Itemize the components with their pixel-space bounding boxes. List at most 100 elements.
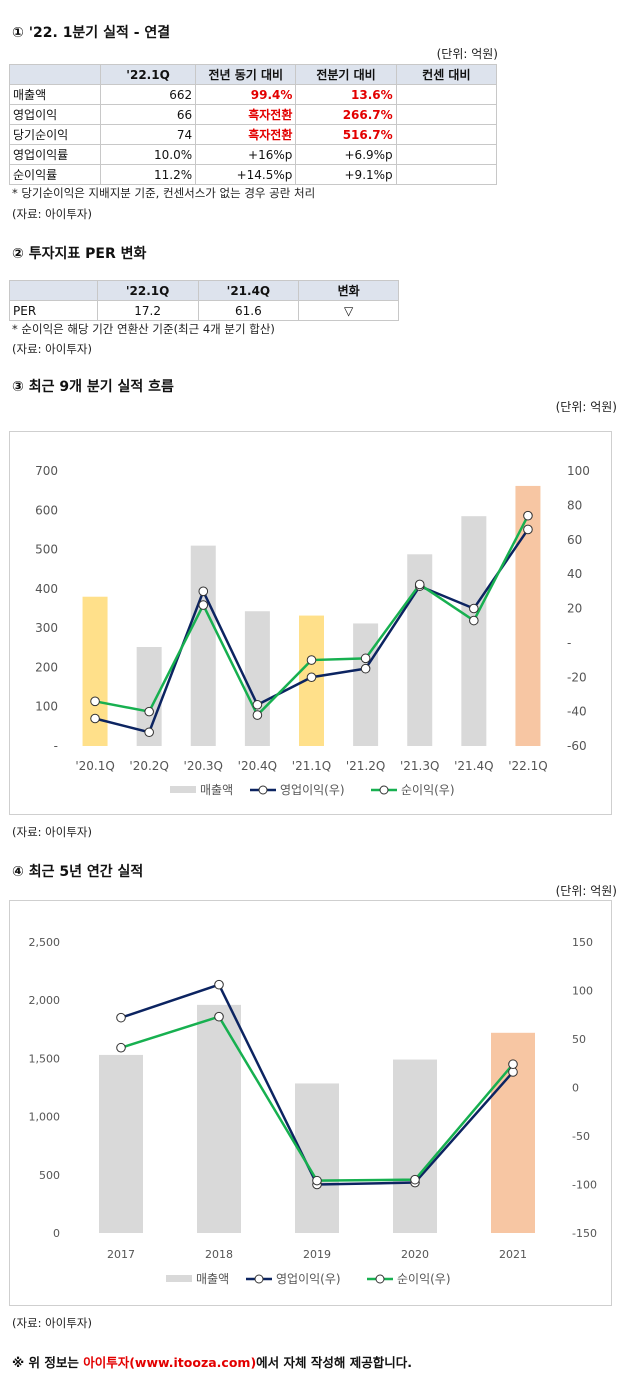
x-tick-label: 2019 [303, 1248, 331, 1261]
footer-brand-link[interactable]: 아이투자(www.itooza.com) [83, 1355, 257, 1370]
quarterly-chart-box: -100 200 300 400 500 600 700 -60 -40 -20-20 40 60 80… [9, 431, 612, 815]
point-순이익(우) [252, 710, 263, 720]
table-row: 순이익률 11.2% +14.5%p +9.1%p [9, 164, 498, 185]
x-tick-label: '20.2Q [129, 759, 168, 773]
y-tick-label: 500 [39, 1169, 60, 1182]
point-순이익(우) [198, 600, 209, 610]
results-table-header: '22.1Q 전년 동기 대비 전분기 대비 컨센 대비 [9, 64, 498, 85]
legend-swatch-bar [170, 786, 196, 793]
bar-매출액 [461, 516, 487, 746]
y-tick-label: 700 [35, 464, 58, 478]
y2-tick-label: - [567, 636, 571, 650]
cell-consensus [395, 84, 498, 105]
cell-consensus [395, 164, 498, 185]
x-tick-label: 2021 [499, 1248, 527, 1261]
cell-value: 66 [99, 104, 197, 125]
cell-current-per: 17.2 [96, 300, 199, 321]
legend-label: 순이익(우) [401, 783, 455, 797]
cell-value: 662 [99, 84, 197, 105]
legend-swatch-marker [375, 1274, 385, 1284]
point-순이익(우) [469, 615, 479, 626]
point-순이익(우) [508, 1059, 518, 1070]
header-cell: 컨센 대비 [395, 64, 498, 85]
point-영업이익(우) [198, 586, 209, 597]
header-cell [9, 280, 98, 301]
x-tick-label: '20.3Q [184, 759, 223, 773]
section1-note: * 당기순이익은 지배지분 기준, 컨센서스가 없는 경우 공란 처리 [12, 186, 316, 200]
cell-qoq: +6.9%p [295, 144, 397, 165]
section2-note: * 순이익은 해당 기간 연환산 기준(최근 4개 분기 합산) [12, 322, 275, 336]
cell-qoq: +9.1%p [295, 164, 397, 185]
section2-title: ② 투자지표 PER 변화 [12, 246, 147, 262]
bar-매출액 [393, 1059, 437, 1233]
row-label: 당기순이익 [9, 124, 101, 145]
point-순이익(우) [410, 1174, 420, 1185]
legend-label: 영업이익(우) [280, 783, 345, 797]
legend-swatch-bar [166, 1275, 192, 1282]
y2-tick-label: 100 [572, 985, 593, 998]
quarterly-chart: -100200300400500600700-60-40-20-20406080… [35, 464, 590, 797]
row-label: 영업이익률 [9, 144, 101, 165]
point-영업이익(우) [252, 699, 263, 710]
x-tick-label: 2018 [205, 1248, 233, 1261]
section3-source: (자료: 아이투자) [12, 825, 92, 839]
y2-tick-label: 0 [572, 1082, 579, 1095]
x-tick-label: '20.1Q [75, 759, 114, 773]
point-영업이익(우) [144, 727, 154, 738]
point-순이익(우) [90, 696, 100, 707]
y2-tick-label: -50 [572, 1130, 590, 1143]
point-순이익(우) [360, 653, 371, 664]
point-순이익(우) [214, 1011, 224, 1022]
bar-매출액 [190, 545, 216, 746]
cell-yoy: 99.4% [195, 84, 297, 105]
y-tick-label: 1,500 [29, 1052, 61, 1065]
header-cell: '22.1Q [99, 64, 197, 85]
annual-chart-box: 0 500 1,000 1,500 2,000 2,500 -150 -100 -50 0 50 10… [9, 900, 612, 1306]
point-영업이익(우) [214, 979, 224, 990]
y2-tick-label: 80 [567, 498, 582, 512]
point-순이익(우) [116, 1042, 126, 1053]
x-tick-label: 2020 [401, 1248, 429, 1261]
results-table: '22.1Q 전년 동기 대비 전분기 대비 컨센 대비 매출액 662 99.… [9, 64, 498, 185]
x-tick-label: '22.1Q [508, 759, 547, 773]
y-tick-label: 100 [35, 700, 58, 714]
y-tick-label: 400 [35, 582, 58, 596]
y2-tick-label: -20 [567, 670, 587, 684]
point-순이익(우) [414, 579, 425, 590]
row-label: PER [9, 300, 98, 321]
table-row: PER 17.2 61.6 ▽ [9, 300, 399, 321]
x-tick-label: '21.2Q [346, 759, 385, 773]
legend-swatch-marker [254, 1274, 264, 1284]
cell-yoy: 흑자전환 [195, 104, 297, 125]
y-tick-label: 300 [35, 621, 58, 635]
bar-매출액 [99, 1054, 143, 1233]
annual-chart: 0 500 1,000 1,500 2,000 2,500 -150 -100 -50 0 50 10… [29, 936, 597, 1286]
y2-tick-label: 50 [572, 1033, 586, 1046]
per-table: '22.1Q '21.4Q 변화 PER 17.2 61.6 ▽ [9, 280, 399, 321]
section3-unit: (단위: 억원) [555, 400, 617, 414]
cell-yoy: +14.5%p [195, 164, 297, 185]
x-tick-label: '21.4Q [454, 759, 493, 773]
section1-source: (자료: 아이투자) [12, 207, 92, 221]
point-영업이익(우) [90, 713, 100, 724]
footer-note: ※ 위 정보는 아이투자(www.itooza.com)에서 자체 작성해 제공… [12, 1352, 412, 1371]
section4-source: (자료: 아이투자) [12, 1316, 92, 1330]
footer-prefix: ※ 위 정보는 [12, 1355, 84, 1370]
legend-swatch-marker [379, 785, 389, 795]
y-tick-label: 2,500 [29, 936, 61, 949]
y-tick-label: 0 [53, 1227, 60, 1240]
bar-매출액 [295, 1083, 339, 1233]
point-영업이익(우) [306, 672, 317, 683]
y2-tick-label: -40 [567, 705, 587, 719]
y-tick-label: 2,000 [29, 994, 61, 1007]
cell-value: 11.2% [99, 164, 197, 185]
point-영업이익(우) [360, 663, 371, 674]
section4-unit: (단위: 억원) [555, 884, 617, 898]
cell-yoy: 흑자전환 [195, 124, 297, 145]
cell-qoq: 13.6% [295, 84, 397, 105]
header-cell: '22.1Q [96, 280, 199, 301]
y2-tick-label: 40 [567, 567, 582, 581]
row-label: 순이익률 [9, 164, 101, 185]
legend-swatch-marker [258, 785, 268, 795]
table-row: 영업이익 66 흑자전환 266.7% [9, 104, 498, 125]
